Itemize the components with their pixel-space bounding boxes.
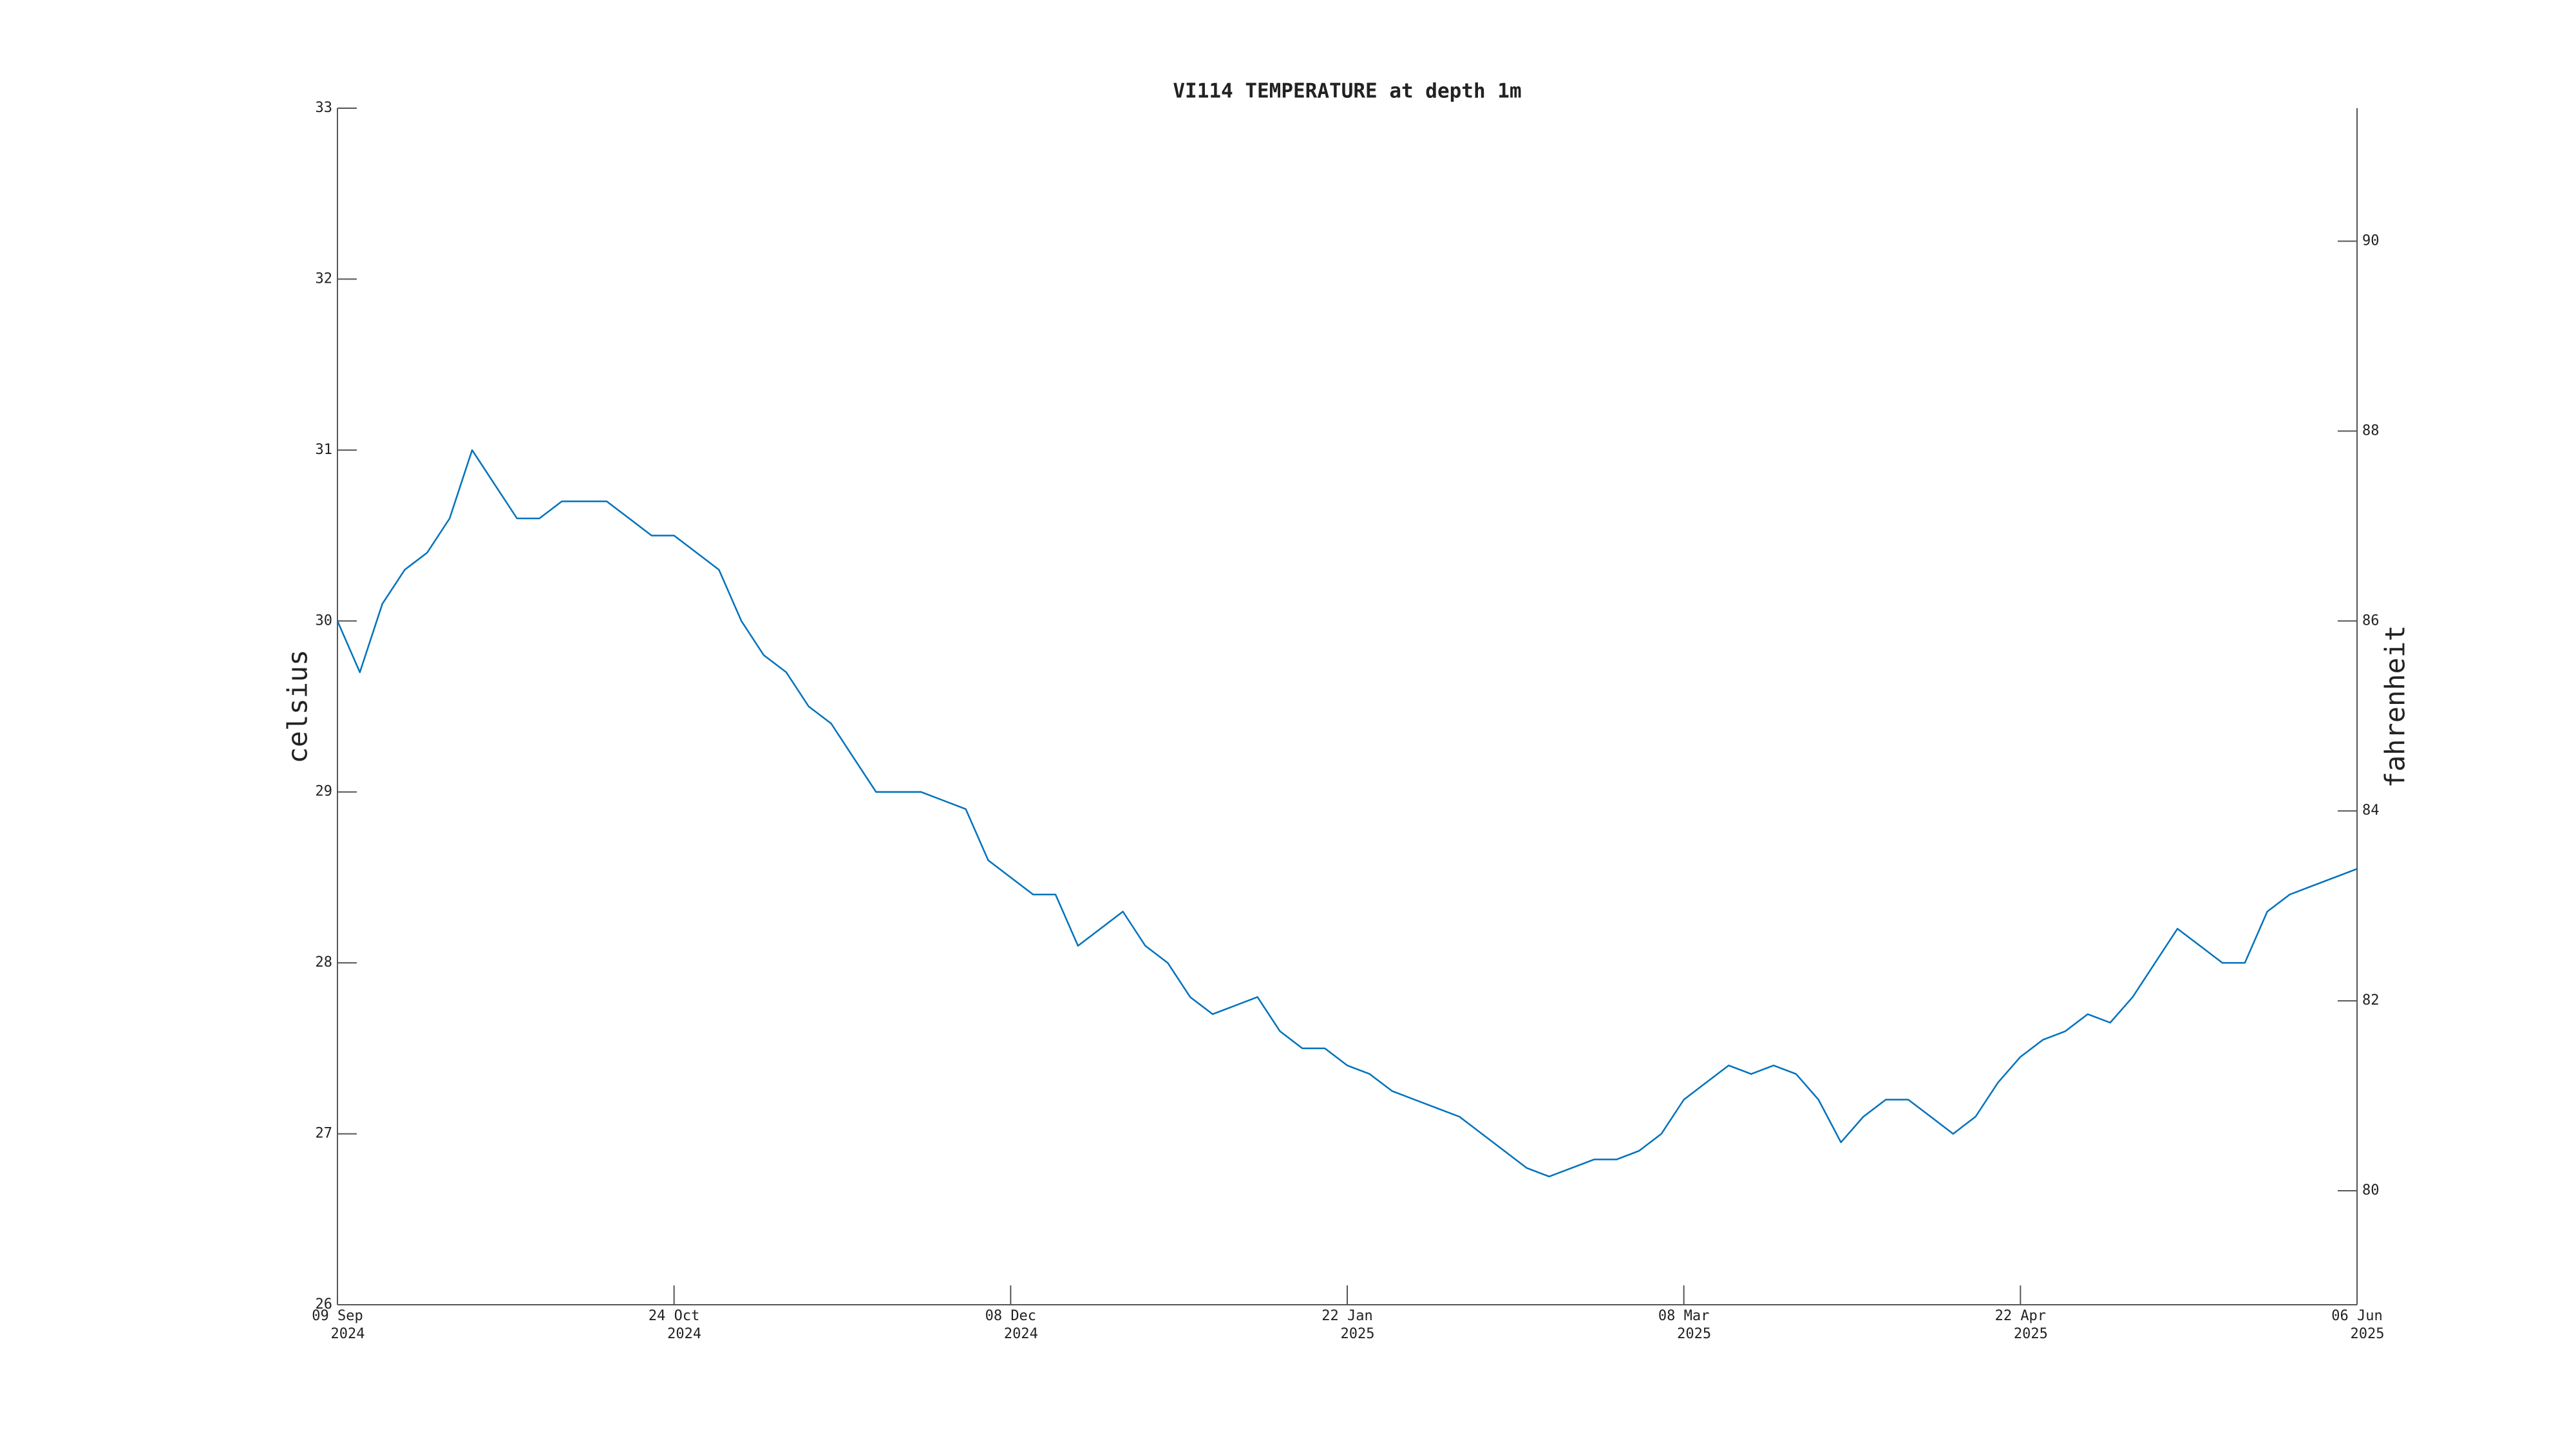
x-tick-label: 2025	[2351, 1326, 2385, 1342]
x-tick-label: 06 Jun	[2331, 1308, 2382, 1324]
temperature-line	[336, 449, 2358, 1178]
x-tick-label: 22 Jan	[1321, 1308, 1372, 1324]
y2-tick-label: 82	[2362, 992, 2380, 1009]
x-tick-label: 09 Sep	[312, 1308, 363, 1324]
x-tick-label: 2025	[1677, 1326, 1711, 1342]
x-tick-label: 2024	[331, 1326, 365, 1342]
y2-tick-label: 86	[2362, 612, 2380, 629]
y-tick-label: 32	[316, 270, 333, 287]
x-tick-label: 2025	[1341, 1326, 1375, 1342]
x-tick-label: 2024	[1004, 1326, 1038, 1342]
y-tick-label: 27	[316, 1126, 333, 1142]
y-tick-label: 31	[316, 442, 333, 458]
x-tick-label: 2025	[2014, 1326, 2048, 1342]
y2-tick-label: 90	[2362, 232, 2380, 249]
x-tick-label: 08 Mar	[1658, 1308, 1709, 1324]
y2-tick-label: 88	[2362, 422, 2380, 439]
y2-tick-label: 84	[2362, 802, 2380, 819]
y-axis-label: celsius	[282, 649, 314, 763]
x-tick-label: 08 Dec	[985, 1308, 1036, 1324]
y-tick-label: 33	[316, 100, 333, 116]
chart-title: VI114 TEMPERATURE at depth 1m	[1173, 80, 1521, 103]
y-tick-label: 26	[316, 1296, 333, 1312]
x-tick-label: 22 Apr	[1995, 1308, 2046, 1324]
x-tick-label: 2024	[667, 1326, 701, 1342]
y2-tick-label: 80	[2362, 1182, 2380, 1198]
y-tick-label: 29	[316, 784, 333, 800]
y-tick-label: 30	[316, 612, 333, 629]
x-tick-label: 24 Oct	[649, 1308, 699, 1324]
y-tick-label: 28	[316, 954, 333, 971]
y2-axis-label: fahrenheit	[2380, 625, 2411, 788]
